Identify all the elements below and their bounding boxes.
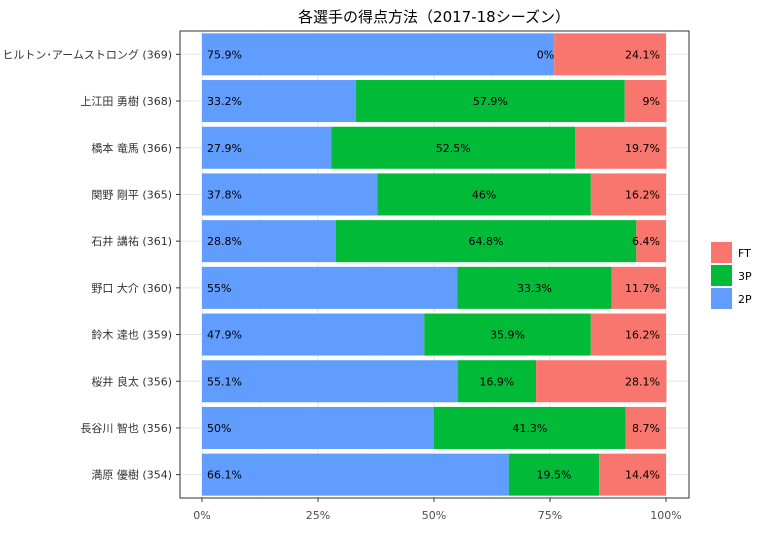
bar-label-3p-7: 16.9%: [479, 375, 514, 388]
bar-3p-9: [508, 453, 600, 496]
bar-2p-4: [202, 220, 336, 263]
bar-label-2p-3: 37.8%: [207, 188, 242, 201]
bar-3p-8: [434, 406, 626, 449]
bar-2p-0: [202, 33, 555, 76]
bar-2p-5: [202, 266, 458, 309]
bar-label-ft-0: 24.1%: [625, 48, 660, 61]
y-tick-label-9: 満原 優樹 (354): [91, 469, 172, 482]
bar-ft-1: [624, 80, 667, 123]
x-tick-label-1: 25%: [306, 509, 330, 522]
bar-label-ft-6: 16.2%: [625, 329, 660, 342]
bar-ft-3: [590, 173, 666, 216]
y-tick-label-6: 鈴木 達也 (359): [91, 328, 172, 342]
bar-label-3p-1: 57.9%: [473, 95, 508, 108]
chart-title: 各選手の得点方法（2017-18シーズン）: [298, 8, 570, 26]
y-tick-label-3: 関野 剛平 (365): [91, 188, 172, 201]
bar-3p-4: [335, 220, 637, 263]
legend-key-ft: [711, 242, 732, 263]
bar-label-3p-6: 35.9%: [490, 329, 525, 342]
bar-label-3p-8: 41.3%: [512, 422, 547, 435]
bar-label-3p-0: 0%: [537, 48, 554, 61]
bar-label-2p-1: 33.2%: [207, 95, 242, 108]
bar-3p-6: [424, 313, 591, 356]
bar-label-2p-7: 55.1%: [207, 375, 242, 388]
bar-3p-1: [356, 80, 625, 123]
bar-2p-1: [202, 80, 357, 123]
legend-label-ft: FT: [738, 247, 751, 260]
legend-key-3p: [711, 265, 732, 286]
bar-ft-5: [611, 266, 666, 309]
bar-label-ft-8: 8.7%: [632, 422, 660, 435]
bar-label-2p-9: 66.1%: [207, 469, 242, 482]
bar-label-2p-5: 55%: [207, 282, 231, 295]
bar-label-ft-4: 6.4%: [632, 235, 660, 248]
bar-2p-7: [202, 360, 458, 403]
bar-label-ft-3: 16.2%: [625, 188, 660, 201]
x-tick-label-0: 0%: [193, 509, 210, 522]
bar-2p-9: [202, 453, 509, 496]
bar-label-2p-6: 47.9%: [207, 329, 242, 342]
x-tick-label-4: 100%: [650, 509, 681, 522]
bar-label-3p-3: 46%: [472, 188, 496, 201]
bar-ft-8: [625, 406, 666, 449]
bar-label-2p-4: 28.8%: [207, 235, 242, 248]
plot-area: 75.9% 0% 24.1% ヒルトン･アームストロング (369) 33.2% 57.9…: [2, 30, 690, 522]
bar-label-2p-2: 27.9%: [207, 142, 242, 155]
legend: FT 3P 2P: [711, 242, 752, 309]
legend-label-2p: 2P: [738, 293, 752, 306]
bar-label-3p-2: 52.5%: [436, 142, 471, 155]
y-tick-label-8: 長谷川 智也 (356): [80, 421, 172, 435]
bar-label-3p-5: 33.3%: [517, 282, 552, 295]
bar-2p-2: [202, 126, 332, 169]
bar-label-ft-1: 9%: [643, 95, 660, 108]
bar-label-ft-7: 28.1%: [625, 375, 660, 388]
bar-3p-7: [457, 360, 537, 403]
x-tick-label-2: 50%: [422, 509, 446, 522]
y-tick-label-4: 石井 講祐 (361): [91, 234, 172, 248]
y-tick-label-0: ヒルトン･アームストロング (369): [2, 47, 172, 61]
bar-label-ft-9: 14.4%: [625, 469, 660, 482]
bar-3p-2: [331, 126, 576, 169]
bar-label-ft-5: 11.7%: [625, 282, 660, 295]
y-tick-label-7: 桜井 良太 (356): [91, 374, 172, 388]
bar-2p-8: [202, 406, 434, 449]
bar-ft-6: [590, 313, 666, 356]
bar-3p-3: [377, 173, 591, 216]
bar-label-2p-0: 75.9%: [207, 48, 242, 61]
legend-key-2p: [711, 288, 732, 309]
y-tick-label-5: 野口 大介 (360): [91, 281, 172, 295]
bar-label-2p-8: 50%: [207, 422, 231, 435]
bar-ft-0: [554, 33, 666, 76]
bar-2p-3: [202, 173, 378, 216]
bar-3p-5: [457, 266, 612, 309]
bar-ft-4: [636, 220, 666, 263]
y-tick-label-1: 上江田 勇樹 (368): [80, 95, 172, 108]
bar-label-3p-9: 19.5%: [536, 469, 571, 482]
y-tick-label-2: 橋本 竜馬 (366): [91, 141, 172, 155]
bar-ft-7: [536, 360, 667, 403]
x-tick-label-3: 75%: [538, 509, 562, 522]
bar-label-3p-4: 64.8%: [468, 235, 503, 248]
legend-label-3p: 3P: [738, 270, 752, 283]
bar-label-ft-2: 19.7%: [625, 142, 660, 155]
bar-ft-2: [575, 126, 667, 169]
bar-ft-9: [599, 453, 666, 496]
bar-2p-6: [202, 313, 425, 356]
